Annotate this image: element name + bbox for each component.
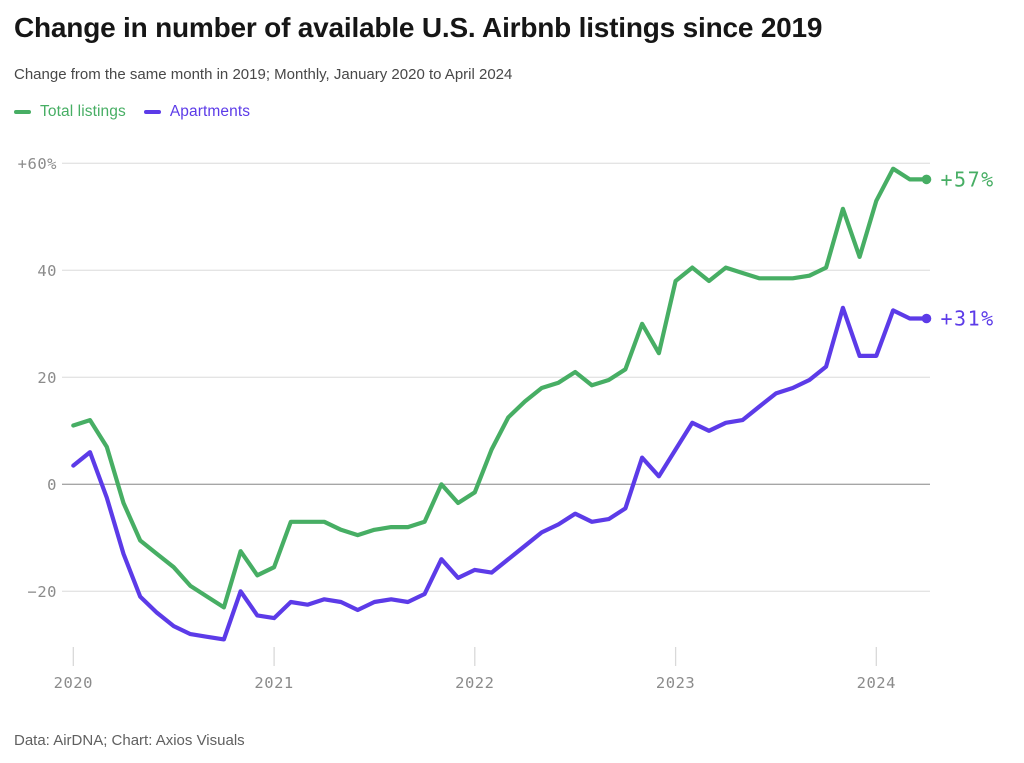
legend-label-total-listings: Total listings — [40, 103, 126, 120]
chart-area: +60% 40 20 0 −20 2020 2021 2022 2023 2024 +57% +31% — [0, 140, 1024, 715]
legend-label-apartments: Apartments — [169, 103, 251, 120]
end-label-total-listings: +57% — [941, 167, 995, 191]
page-title: Change in number of available U.S. Airbn… — [14, 12, 823, 43]
y-axis-label: 0 — [47, 476, 57, 494]
end-dot-total-listings — [921, 174, 932, 185]
x-axis-label: 2020 — [54, 674, 93, 692]
chart-subtitle: Change from the same month in 2019; Mont… — [14, 66, 513, 83]
legend-item-total-listings: Total listings — [14, 103, 126, 121]
x-axis-label: 2024 — [857, 674, 896, 692]
legend-swatch-total-listings-icon — [14, 110, 31, 114]
y-axis-label: +60% — [18, 155, 57, 173]
y-axis-label: −20 — [28, 583, 58, 601]
y-axis-label: 40 — [37, 262, 57, 280]
x-axis-label: 2021 — [254, 674, 293, 692]
end-dot-apartments — [921, 313, 932, 324]
legend-item-apartments: Apartments — [143, 103, 251, 121]
end-label-apartments: +31% — [941, 307, 995, 331]
series-line-apartments — [71, 305, 929, 642]
line-chart: +60% 40 20 0 −20 2020 2021 2022 2023 2024 +57% +31% — [18, 155, 995, 692]
x-axis-label: 2022 — [455, 674, 494, 692]
legend-swatch-apartments-icon — [143, 110, 161, 114]
y-axis-label: 20 — [37, 369, 57, 387]
legend: Total listings Apartments — [14, 103, 268, 121]
series-line-total-listings — [71, 166, 929, 610]
source-note: Data: AirDNA; Chart: Axios Visuals — [14, 732, 245, 749]
x-axis-label: 2023 — [656, 674, 695, 692]
